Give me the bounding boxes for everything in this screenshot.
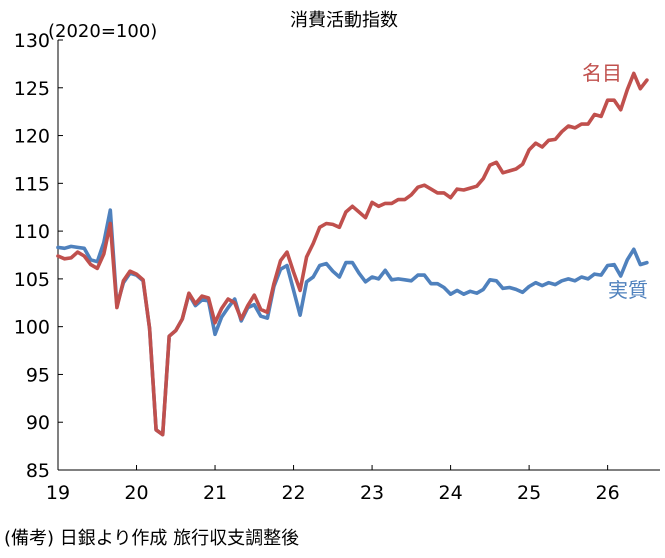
unit-note: (2020=100)	[48, 21, 157, 42]
x-tick-label: 19	[46, 482, 70, 504]
y-tick-label: 110	[14, 221, 50, 243]
source-note: (備考) 日銀より作成 旅行収支調整後	[4, 528, 299, 549]
x-tick-label: 25	[517, 482, 541, 504]
y-tick-label: 95	[26, 364, 50, 386]
x-tick-label: 20	[124, 482, 148, 504]
series-label-nominal: 名目	[582, 61, 622, 85]
y-tick-label: 90	[26, 412, 50, 434]
chart-title: 消費活動指数	[290, 10, 398, 31]
x-tick-label: 22	[281, 482, 305, 504]
y-tick-label: 115	[14, 173, 50, 195]
series-layer	[56, 71, 649, 437]
series-label-real: 実質	[608, 278, 648, 302]
y-tick-label: 130	[14, 30, 50, 52]
x-tick-label: 21	[203, 482, 227, 504]
y-tick-label: 85	[26, 460, 50, 482]
x-tick-label: 26	[596, 482, 620, 504]
series-line-real	[56, 208, 649, 437]
y-tick-label: 100	[14, 317, 50, 339]
x-tick-label: 23	[360, 482, 384, 504]
y-tick-label: 125	[14, 78, 50, 100]
x-tick-label: 24	[438, 482, 462, 504]
y-tick-label: 120	[14, 126, 50, 148]
axes: 85 90 95 100 105 110 115 120 125 130 19 20 21 22 23 24 2…	[14, 30, 660, 504]
y-tick-label: 105	[14, 269, 50, 291]
series-line-nominal	[56, 71, 649, 437]
